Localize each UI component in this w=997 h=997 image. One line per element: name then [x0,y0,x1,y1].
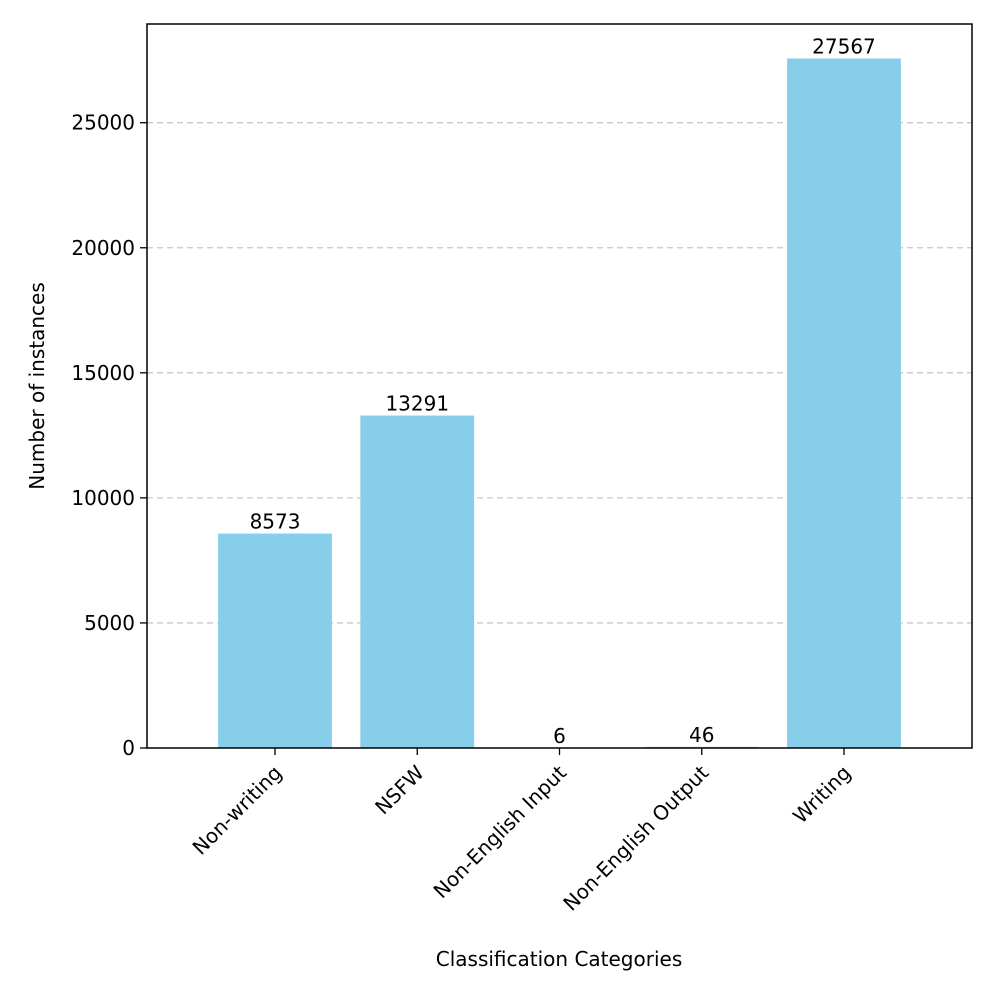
x-axis-label: Classification Categories [436,947,683,971]
bar [787,58,901,748]
data-label: 8573 [250,510,301,534]
bars [218,58,901,748]
y-tick-label: 25000 [71,111,135,135]
x-tick-label: Non-English Input [429,760,572,903]
data-label: 27567 [812,34,876,58]
x-tick-label: Non-writing [188,761,287,860]
data-labels: 8573 13291 6 46 27567 [250,34,876,747]
bar [218,533,332,748]
y-tick-label: 10000 [71,486,135,510]
y-axis-label: Number of instances [25,282,49,489]
x-tick-label: Writing [788,761,855,828]
grid-lines [147,122,972,624]
bar [360,415,475,748]
x-tick-label: Non-English Output [558,760,713,915]
y-tick-label: 15000 [71,361,135,385]
y-tick-label: 20000 [71,236,135,260]
x-tick-label: NSFW [370,760,429,819]
data-label: 13291 [385,392,449,416]
data-label: 46 [689,723,714,747]
y-axis-ticks: 0 5000 10000 15000 20000 25000 [71,111,147,760]
y-tick-label: 0 [122,736,135,760]
y-tick-label: 5000 [84,611,135,635]
data-label: 6 [553,724,566,748]
x-axis-ticks: Non-writing NSFW Non-English InputNon-Engl… [188,748,856,916]
